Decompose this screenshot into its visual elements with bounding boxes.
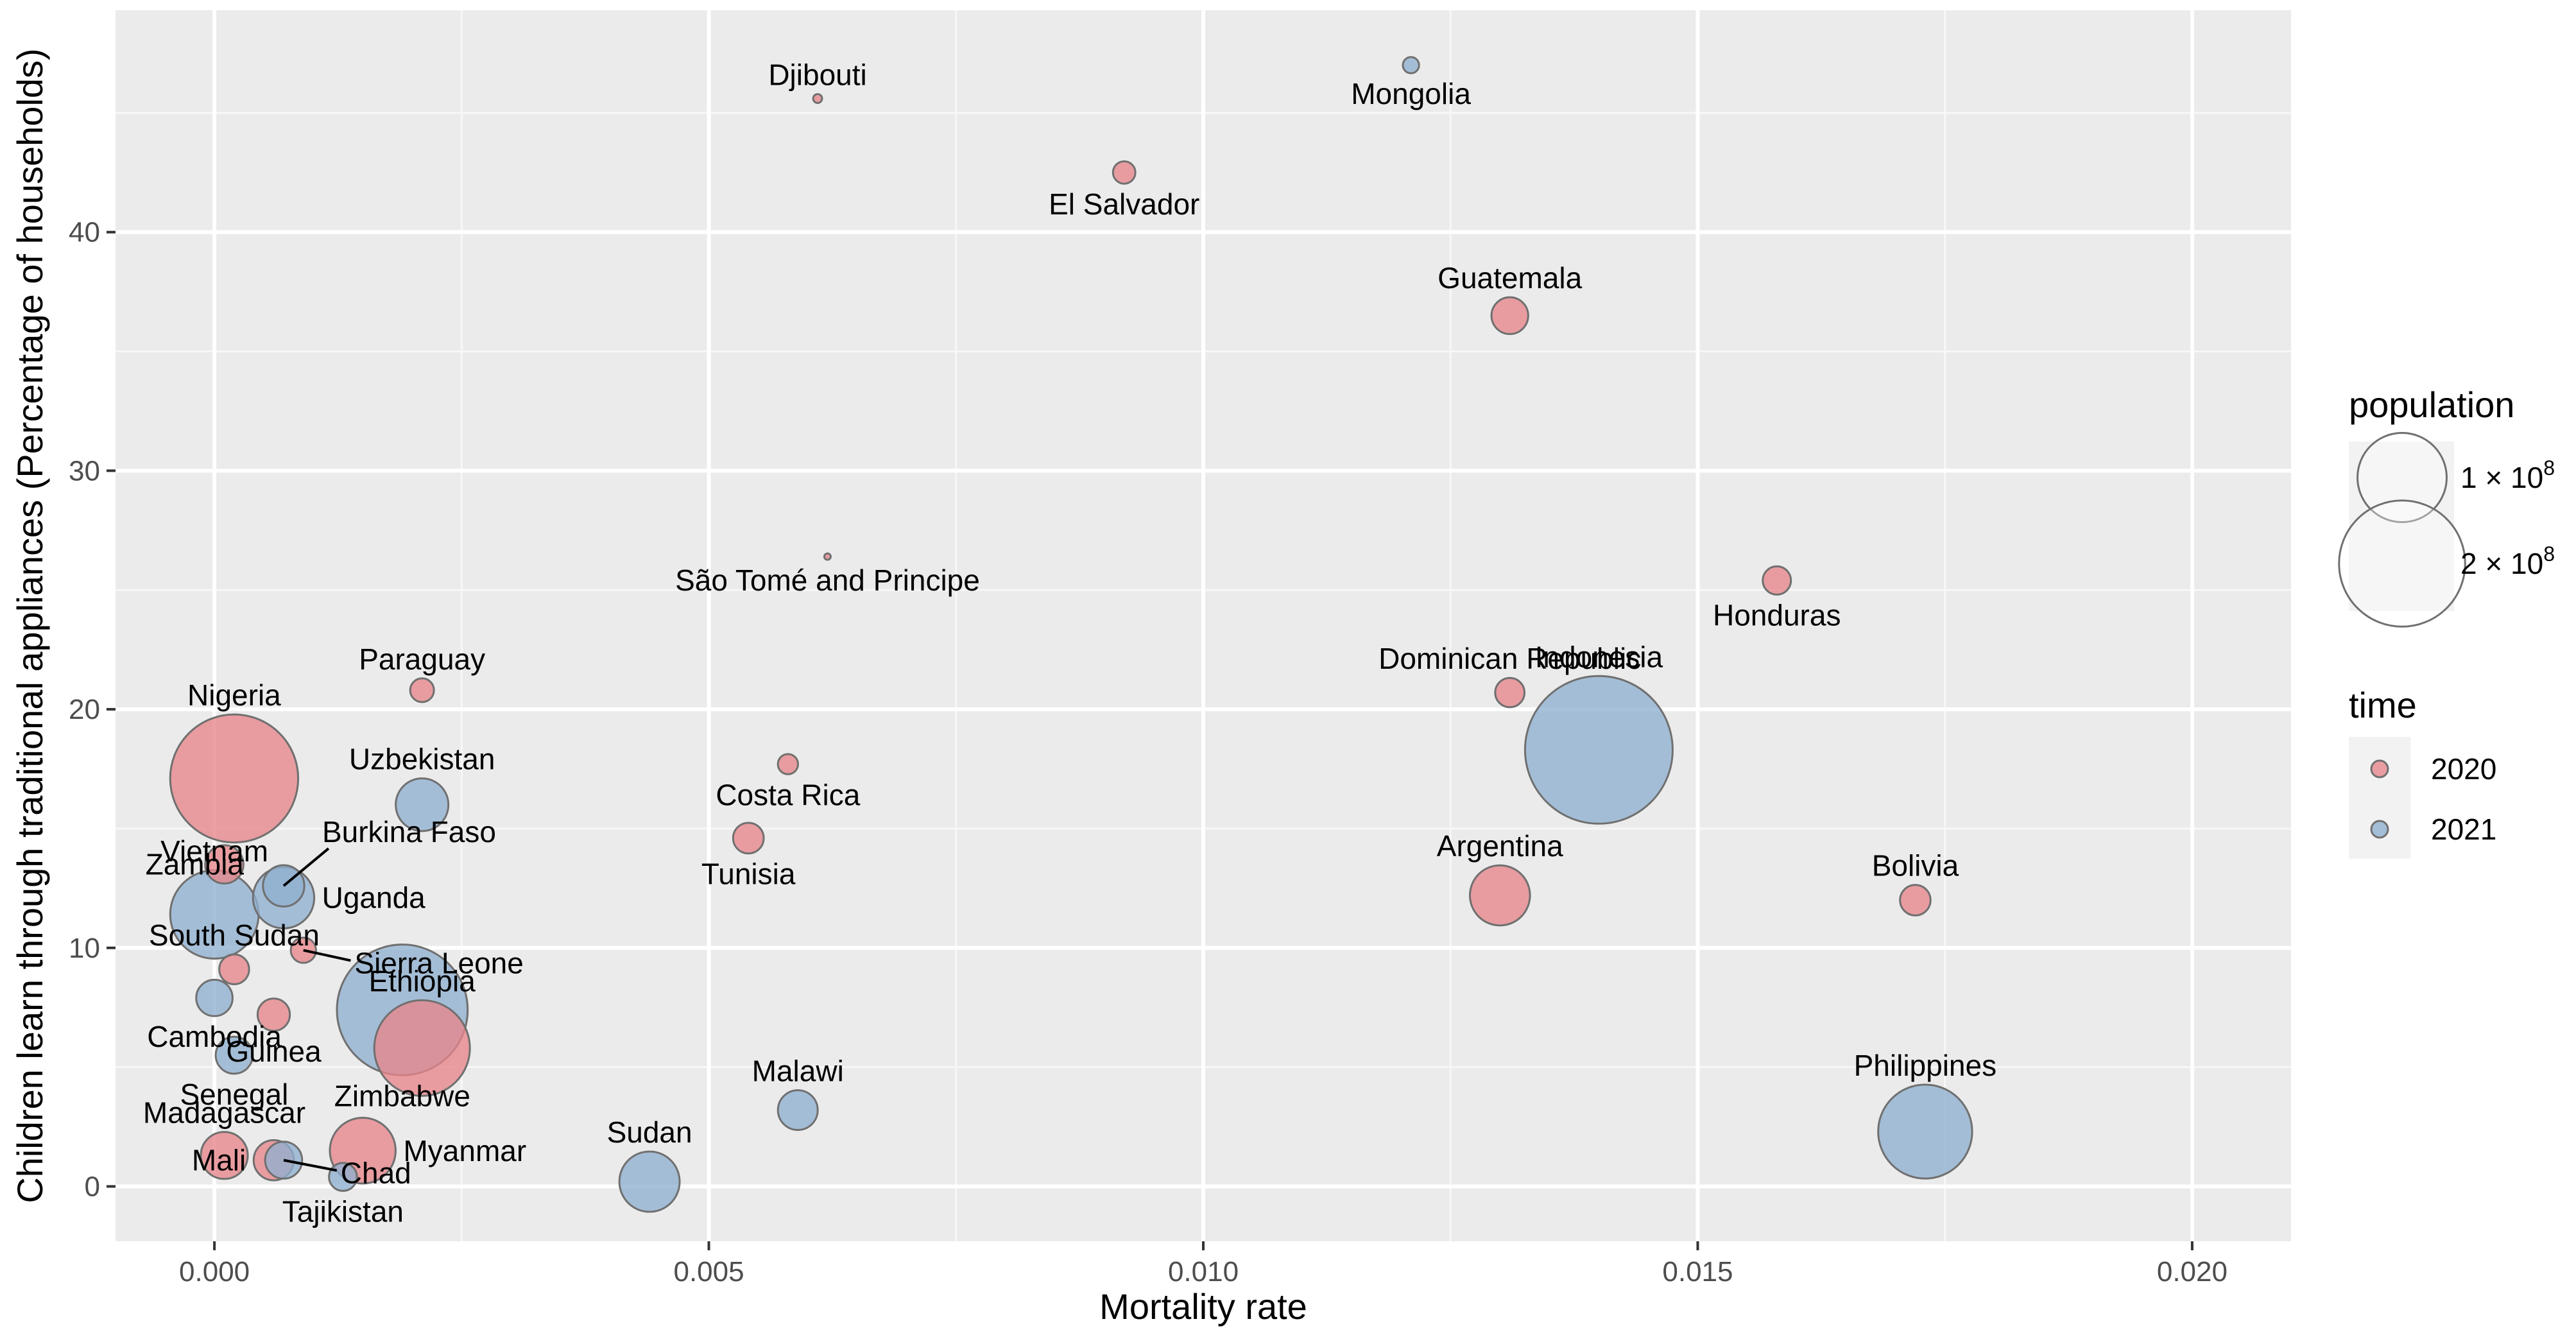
- label-guatemala: Guatemala: [1438, 261, 1582, 295]
- label-guinea: Guinea: [226, 1035, 322, 1068]
- bubble-nigeria-2020: [169, 713, 300, 844]
- bubble-malawi-2021: [777, 1089, 819, 1132]
- legend-size-key-bg: [2349, 442, 2454, 611]
- bubble-uzbekistan-2021: [395, 777, 450, 832]
- label-madagascar: Madagascar: [143, 1096, 305, 1130]
- label-bolivia: Bolivia: [1872, 849, 1959, 883]
- bubble-zambia-2020: [204, 844, 245, 885]
- bubble-guatemala-2020: [1490, 296, 1529, 335]
- x-tick-label: 0.020: [2157, 1256, 2228, 1288]
- bubble-el-salvador-2020: [1112, 160, 1137, 185]
- x-axis-ticks: 0.000 0.005 0.010 0.015 0.020: [179, 1241, 2228, 1288]
- label-uganda: Uganda: [322, 881, 426, 915]
- label-uzbekistan: Uzbekistan: [349, 743, 495, 776]
- x-tick-label: 0.005: [673, 1256, 744, 1288]
- label-nigeria: Nigeria: [187, 678, 281, 712]
- legend-size-exponent: 8: [2543, 456, 2555, 479]
- bubble-argentina-2020: [1468, 864, 1531, 927]
- bubble-tunisia-2020: [732, 822, 765, 855]
- legend-size-label: 1 × 108: [2460, 456, 2555, 494]
- bubble-bolivia-2020: [1899, 884, 1932, 917]
- label-zimbabwe: Zimbabwe: [334, 1079, 470, 1112]
- label-sierra-leone: Sierra Leone: [354, 947, 523, 980]
- legend-color-title: time: [2349, 685, 2417, 725]
- label-burkina-faso: Burkina Faso: [322, 815, 496, 849]
- bubble-djibouti-2020: [812, 93, 823, 104]
- y-tick-label: 40: [69, 217, 100, 248]
- legend-color-label: 2021: [2431, 813, 2496, 846]
- legend-color-swatch: [2370, 759, 2389, 779]
- label-argentina: Argentina: [1437, 829, 1563, 863]
- label-tunisia: Tunisia: [701, 857, 796, 891]
- bubble-costa-rica-2020: [777, 753, 800, 775]
- label-senegal: Senegal: [180, 1078, 288, 1111]
- legend-size-circle: [2338, 499, 2466, 628]
- label-dominican-republic: Dominican Republic: [1378, 642, 1641, 675]
- bubble-paraguay-2020: [409, 677, 435, 703]
- bubble-honduras-2020: [1762, 565, 1792, 596]
- bubble-mongolia-2021: [1402, 56, 1420, 74]
- y-axis-title: Children learn through traditional appli…: [10, 48, 50, 1203]
- legend-color-key-bg: [2349, 737, 2410, 859]
- label-djibouti: Djibouti: [768, 58, 866, 92]
- label-cambodia: Cambodia: [147, 1020, 282, 1053]
- label-costa-rica: Costa Rica: [716, 778, 860, 811]
- label-tajikistan: Tajikistan: [282, 1194, 404, 1228]
- bubble-indonesia-2021: [1524, 675, 1674, 825]
- legend-color-entries: 2020 2021: [2370, 752, 2496, 846]
- bubble-chad-2021: [264, 1141, 304, 1180]
- label-malawi: Malawi: [752, 1055, 844, 1088]
- label-sao-tome-and-principe: São Tomé and Principe: [675, 564, 980, 597]
- label-mongolia: Mongolia: [1351, 77, 1471, 110]
- y-tick-label: 30: [69, 455, 100, 487]
- legend-color-label: 2020: [2431, 752, 2496, 786]
- legend-size-title: population: [2349, 384, 2514, 425]
- label-honduras: Honduras: [1713, 598, 1841, 632]
- x-tick-label: 0.000: [179, 1256, 250, 1288]
- label-sudan: Sudan: [607, 1116, 692, 1149]
- label-philippines: Philippines: [1854, 1049, 1996, 1082]
- grid-lines: [116, 10, 2291, 1241]
- bubble-ethiopia-2020: [373, 999, 471, 1097]
- y-tick-label: 20: [69, 694, 100, 725]
- x-axis-title: Mortality rate: [1099, 1286, 1307, 1327]
- label-vietnam: Vietnam: [160, 834, 268, 868]
- bubble-dominican-republic-2020: [1494, 676, 1526, 709]
- bubble-guinea-2020: [256, 997, 291, 1032]
- data-points: [169, 56, 1973, 1213]
- label-mali: Mali: [192, 1144, 246, 1177]
- label-south-sudan: South Sudan: [149, 918, 320, 952]
- label-myanmar: Myanmar: [403, 1134, 526, 1167]
- legend-color-swatch: [2370, 820, 2389, 839]
- bubble-cambodia-2021: [195, 979, 234, 1017]
- legend: population 1 × 108 2 × 108 time 2020 2021: [2338, 384, 2555, 859]
- y-axis-ticks: 0 10 20 30 40: [69, 217, 116, 1203]
- point-labels: Djibouti El Salvador Guatemala São Tomé and…: [143, 58, 1996, 1228]
- label-zambia: Zambia: [146, 848, 245, 881]
- legend-size-exponent: 8: [2543, 542, 2555, 565]
- legend-size-entries: 1 × 108 2 × 108: [2338, 432, 2555, 628]
- label-ethiopia: Ethiopia: [369, 964, 476, 997]
- label-el-salvador: El Salvador: [1049, 187, 1199, 221]
- legend-size-circle: [2357, 432, 2448, 523]
- x-tick-label: 0.010: [1168, 1256, 1239, 1288]
- legend-size-label: 2 × 108: [2460, 542, 2555, 580]
- label-chad: Chad: [341, 1157, 411, 1190]
- bubble-madagascar-2020: [200, 1131, 249, 1180]
- label-paraguay: Paraguay: [359, 642, 485, 676]
- label-indonesia: Indonesia: [1535, 640, 1663, 673]
- y-tick-label: 0: [85, 1171, 100, 1203]
- bubble-philippines-2021: [1877, 1083, 1973, 1180]
- leader-burkina-faso: [282, 847, 330, 887]
- x-tick-label: 0.015: [1662, 1256, 1733, 1288]
- bubble-sao-tome-and-principe-2020: [823, 552, 832, 561]
- bubble-senegal-2021: [214, 1035, 254, 1075]
- leader-chad: [283, 1159, 338, 1172]
- y-tick-label: 10: [69, 933, 100, 964]
- bubble-sudan-2021: [618, 1150, 681, 1213]
- leader-sierra-leone: [303, 949, 351, 962]
- bubble-south-sudan-2020: [218, 953, 250, 986]
